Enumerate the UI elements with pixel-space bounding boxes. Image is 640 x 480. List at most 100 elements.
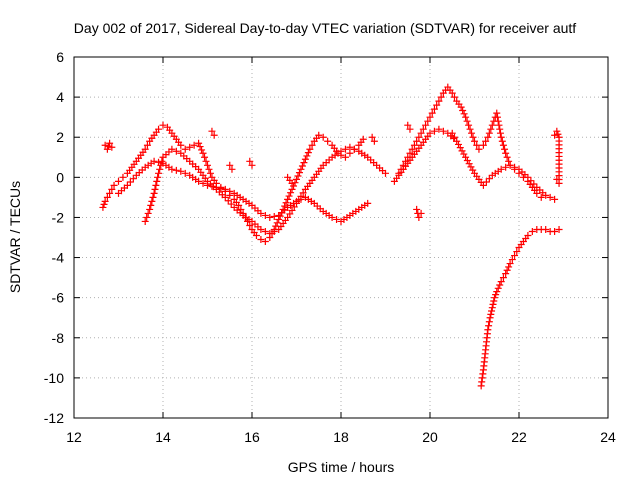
data-point [417, 209, 425, 217]
data-point [462, 153, 470, 161]
data-point [155, 125, 163, 133]
data-point-interp [246, 221, 254, 229]
data-point-interp [196, 143, 204, 151]
data-point-interp [205, 165, 213, 173]
data-point [177, 167, 185, 175]
data-point [284, 195, 292, 203]
data-point-interp [485, 175, 493, 183]
data-point [284, 213, 292, 221]
data-point [150, 157, 158, 165]
x-tick-label: 12 [66, 429, 82, 445]
data-point [155, 169, 163, 177]
y-tick-label: 0 [56, 169, 64, 185]
data-point-interp [152, 181, 160, 189]
data-point [450, 133, 458, 141]
data-point-interp [217, 184, 225, 192]
data-point-interp [157, 161, 165, 169]
data-point-interp [147, 201, 155, 209]
data-point-interp [406, 149, 414, 157]
data-point [293, 199, 300, 207]
data-point-interp [513, 248, 521, 256]
data-point [457, 103, 465, 111]
data-point-interp [100, 200, 108, 208]
data-point [502, 149, 510, 157]
data-point [288, 185, 296, 193]
data-point-interp [129, 175, 137, 183]
data-point [195, 139, 203, 147]
data-point-interp [503, 153, 511, 161]
data-point [106, 189, 114, 197]
data-point [484, 133, 492, 141]
data-point [502, 270, 510, 278]
data-point-interp [487, 310, 495, 318]
data-point [553, 127, 561, 135]
data-point [257, 225, 265, 233]
data-point-interp [308, 141, 316, 149]
data-point [228, 165, 236, 173]
data-point [315, 131, 323, 139]
data-point-interp [530, 180, 538, 188]
data-point [252, 231, 260, 239]
data-point [506, 161, 514, 169]
data-point-interp [410, 141, 418, 149]
data-point-interp [495, 121, 503, 129]
data-point [542, 191, 550, 199]
data-point [528, 227, 536, 235]
data-point [491, 294, 499, 302]
data-point-interp [490, 297, 498, 305]
data-point [426, 129, 434, 137]
data-point [415, 213, 423, 221]
y-tick-label: -2 [52, 209, 65, 225]
data-point-interp [104, 142, 112, 150]
data-point [475, 145, 483, 153]
data-point [168, 165, 176, 173]
data-point-interp [108, 185, 116, 193]
data-point [551, 227, 559, 235]
data-point-interp [493, 113, 501, 121]
data-point [486, 314, 494, 322]
data-point-interp [450, 93, 458, 101]
data-point-interp [295, 169, 303, 177]
data-point-interp [304, 149, 312, 157]
data-point-interp [467, 163, 475, 171]
data-point [101, 141, 109, 149]
data-point-interp [430, 127, 438, 135]
data-point [368, 133, 376, 141]
data-point [555, 225, 563, 233]
x-tick-label: 18 [333, 429, 349, 445]
data-point [123, 181, 131, 189]
data-point-interp [469, 166, 477, 174]
data-point [159, 121, 167, 129]
data-point-interp [424, 117, 432, 125]
data-point [551, 131, 559, 139]
data-point [226, 161, 234, 169]
data-point-interp [286, 210, 294, 218]
data-point-interp [206, 169, 214, 177]
data-point-interp [527, 177, 535, 185]
data-point-interp [276, 212, 284, 220]
data-point-interp [465, 121, 473, 129]
y-tick-label: -6 [52, 290, 65, 306]
data-point [542, 225, 550, 233]
data-point-interp [496, 125, 504, 133]
data-point-interp [482, 178, 490, 186]
data-point [235, 201, 243, 209]
data-point [115, 177, 122, 185]
data-point-interp [282, 199, 290, 207]
data-point [417, 129, 425, 137]
data-point [190, 141, 198, 149]
data-point-interp [494, 284, 502, 292]
data-point-interp [496, 281, 504, 289]
data-point-interp [501, 145, 509, 153]
data-point-interp [496, 129, 504, 137]
data-point [484, 326, 492, 334]
data-point [497, 278, 505, 286]
data-point-interp [546, 193, 554, 201]
data-point-interp [297, 192, 305, 200]
data-point [370, 137, 378, 145]
data-point-interp [181, 169, 189, 177]
data-point-interp [270, 212, 278, 220]
data-point [103, 145, 111, 153]
data-point-interp [492, 291, 500, 299]
data-point [479, 141, 487, 149]
